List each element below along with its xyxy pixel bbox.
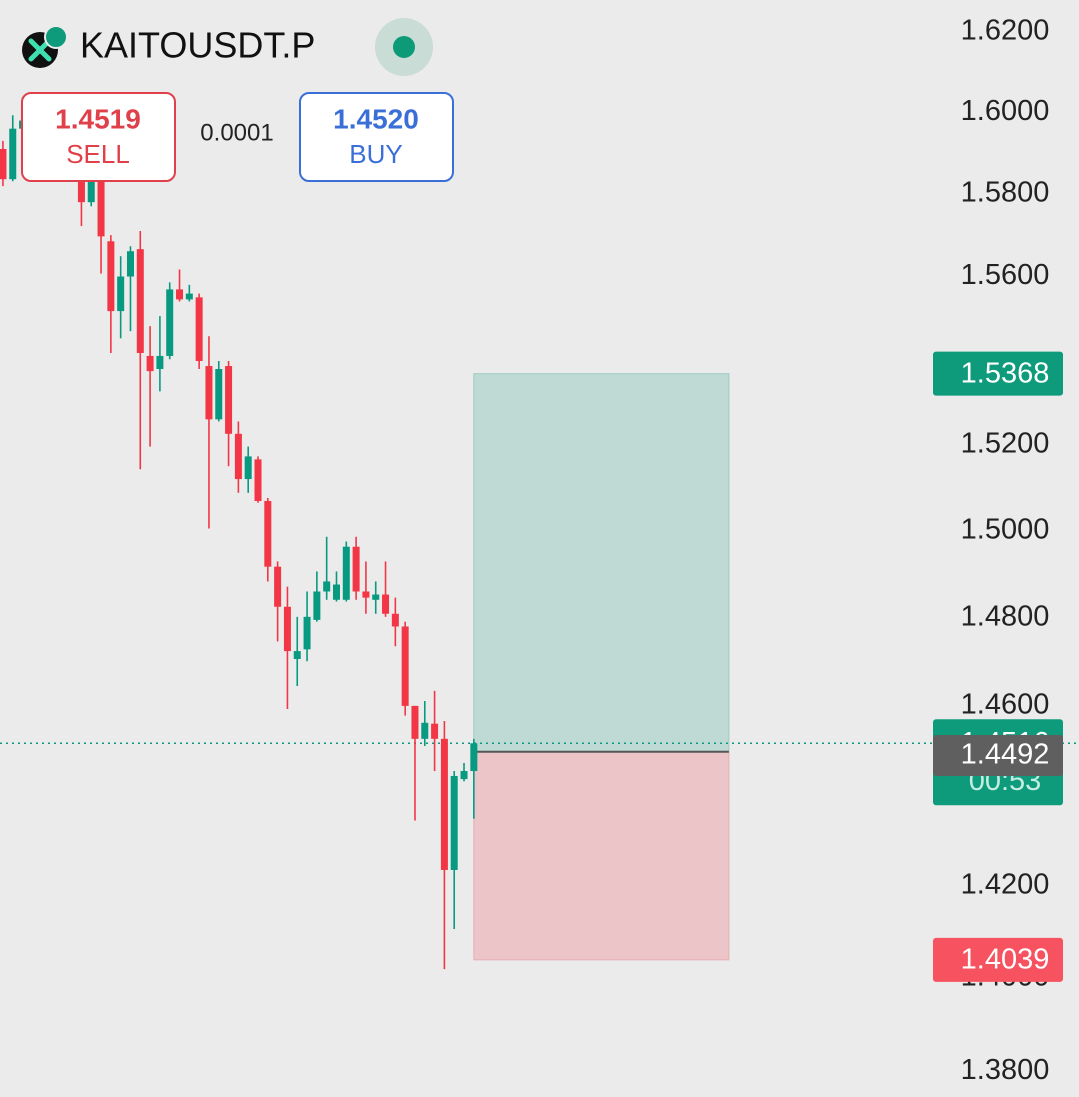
candle-body <box>215 368 223 420</box>
candle-body <box>195 297 203 361</box>
y-tick-label: 1.3800 <box>961 1054 1050 1086</box>
candle-body <box>382 594 390 614</box>
stop-label: 1.4039 <box>961 943 1050 975</box>
candle-body <box>126 251 134 277</box>
candle-body <box>156 355 164 369</box>
candle-body <box>107 241 115 312</box>
candle-body <box>391 613 399 627</box>
candle-body <box>313 591 321 620</box>
symbol-icon-badge <box>44 25 68 49</box>
sell-price: 1.4519 <box>55 103 141 134</box>
candle-body <box>460 771 468 780</box>
candle-body <box>225 366 233 434</box>
candle-body <box>205 366 213 420</box>
target-zone <box>473 373 730 753</box>
candle-body <box>97 181 105 237</box>
candle-body <box>136 249 144 354</box>
candle-body <box>450 775 458 870</box>
candle-body <box>323 581 331 592</box>
candle-body <box>411 705 419 739</box>
symbol: KAITOUSDT.P <box>80 25 315 66</box>
candle-body <box>244 456 252 480</box>
candle-body <box>283 606 291 652</box>
y-tick-label: 1.4200 <box>961 869 1050 901</box>
candle-body <box>293 651 301 660</box>
candle-body <box>0 148 7 180</box>
y-tick-label: 1.5200 <box>961 428 1050 460</box>
candle-body <box>372 594 380 600</box>
y-tick-label: 1.4800 <box>961 600 1050 632</box>
spread: 0.0001 <box>200 119 273 146</box>
candle-body <box>421 722 429 739</box>
candle-body <box>431 723 439 739</box>
buy-label: BUY <box>349 139 402 169</box>
candle-body <box>332 584 340 600</box>
symbol-icon-mark <box>28 38 52 62</box>
y-tick-label: 1.5000 <box>961 513 1050 545</box>
candle-body <box>470 743 478 772</box>
status-dot <box>393 36 415 58</box>
y-tick-label: 1.4600 <box>961 689 1050 721</box>
candle-body <box>77 169 85 203</box>
candle-body <box>176 289 184 300</box>
plot-area: 1.38001.40001.42001.46001.48001.50001.52… <box>0 15 1079 1086</box>
candle-body <box>185 293 193 300</box>
candle-body <box>9 128 17 180</box>
y-tick-label: 1.6200 <box>961 15 1050 47</box>
marker-label: 1.4492 <box>961 739 1050 771</box>
candle-body <box>362 591 370 598</box>
sell-label: SELL <box>66 139 130 169</box>
candle-body <box>166 289 174 356</box>
target-label: 1.5368 <box>961 357 1050 389</box>
candle-body <box>254 459 262 501</box>
candle-body <box>264 500 272 567</box>
buy-price: 1.4520 <box>333 103 419 134</box>
overlay: KAITOUSDT.P 1.4519 SELL 0.0001 1.4520 BU… <box>21 18 454 182</box>
y-tick-label: 1.5600 <box>961 259 1050 291</box>
candle-body <box>87 181 95 203</box>
marker-badge <box>933 735 1063 777</box>
candle-body <box>440 738 448 870</box>
candle-body <box>352 546 360 592</box>
candle-body <box>342 546 350 600</box>
stop-badge <box>933 937 1063 982</box>
stop-zone <box>473 751 730 961</box>
candle-body <box>303 616 311 650</box>
y-tick-label: 1.5800 <box>961 177 1050 209</box>
candle-body <box>234 433 242 480</box>
candle-body <box>401 626 409 706</box>
candle-body <box>117 276 125 312</box>
target-badge <box>933 351 1063 396</box>
candle-body <box>146 355 154 372</box>
candle-body <box>274 566 282 607</box>
buy-button[interactable] <box>299 92 454 182</box>
y-tick-label: 1.6000 <box>961 95 1050 127</box>
sell-button[interactable] <box>21 92 176 182</box>
